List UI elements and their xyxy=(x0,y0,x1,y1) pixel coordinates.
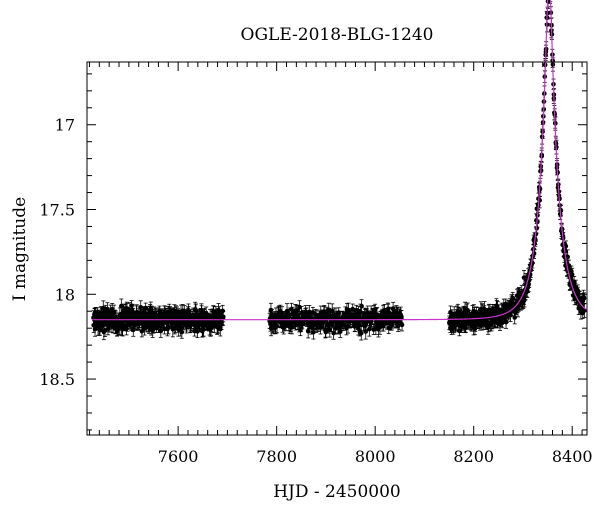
data-marker xyxy=(269,308,274,313)
x-axis-label: HJD - 2450000 xyxy=(273,482,401,502)
data-marker xyxy=(180,330,185,335)
data-points xyxy=(91,0,587,340)
data-marker xyxy=(359,331,364,336)
data-marker xyxy=(220,309,225,314)
data-marker xyxy=(399,314,404,319)
chart-title: OGLE-2018-BLG-1240 xyxy=(241,25,434,45)
y-axis-label: I magnitude xyxy=(10,197,30,301)
data-marker xyxy=(221,314,226,319)
data-marker xyxy=(400,323,405,328)
plot-area xyxy=(91,0,587,340)
